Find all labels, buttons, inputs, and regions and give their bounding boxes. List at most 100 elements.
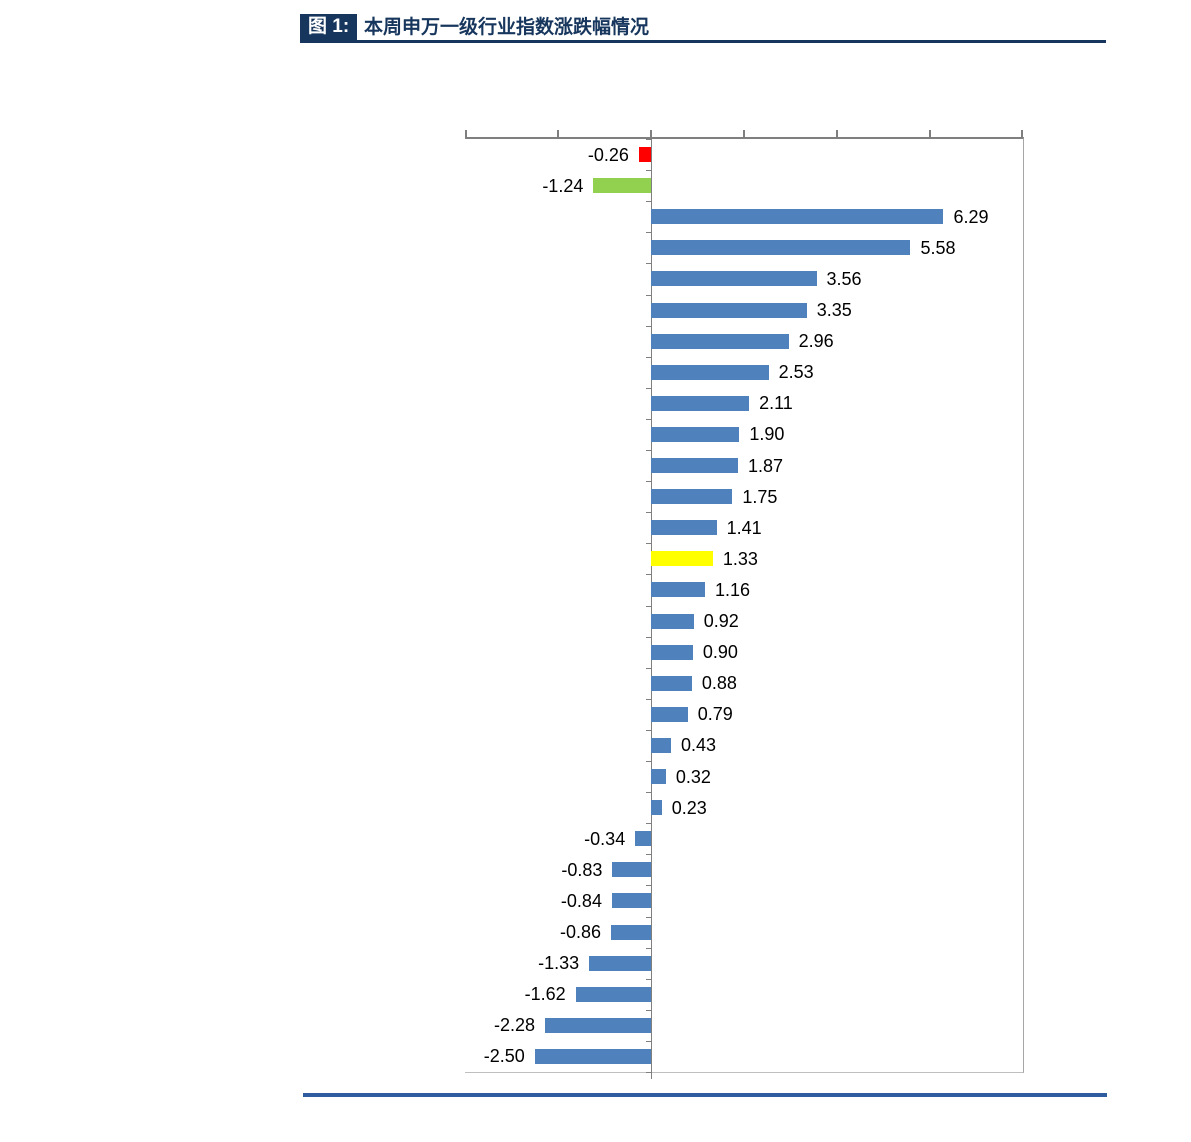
bar <box>651 364 769 380</box>
bar <box>651 737 671 753</box>
bar-value-label: 2.96 <box>798 331 834 352</box>
bar <box>651 489 733 505</box>
bar-value-label: -0.83 <box>561 859 603 880</box>
category-axis-tick <box>645 885 651 886</box>
bar <box>593 178 651 194</box>
bar <box>651 209 944 225</box>
bar-value-label: -1.24 <box>542 175 584 196</box>
category-axis-tick <box>645 419 651 420</box>
bar <box>651 271 817 287</box>
bar-value-label: 0.23 <box>671 797 707 818</box>
bar <box>651 240 911 256</box>
bar-value-label: 5.58 <box>920 237 956 258</box>
category-axis-line <box>650 139 652 1079</box>
bar-value-label: 2.11 <box>759 393 793 414</box>
bar <box>575 986 651 1002</box>
value-axis-tick <box>1021 130 1023 137</box>
bar-value-label: 0.43 <box>680 735 717 756</box>
category-axis-tick <box>645 201 651 202</box>
bar-value-label: -2.28 <box>493 1015 535 1036</box>
bar-value-label: 1.41 <box>726 517 762 538</box>
category-axis-tick <box>645 668 651 669</box>
footer-rule <box>303 1093 1107 1097</box>
bar <box>651 800 662 816</box>
bar-value-label: 3.56 <box>826 268 862 289</box>
plot-area: -0.26 -1.24 6.29 5.58 3.56 3.35 2.96 2.53 2.11 1.… <box>465 130 1024 1079</box>
category-axis-tick <box>645 979 651 980</box>
value-axis-tick <box>557 130 559 137</box>
bar <box>544 1017 651 1033</box>
bar <box>651 458 738 474</box>
bar <box>534 1048 651 1064</box>
bar-value-label: 0.90 <box>702 642 738 663</box>
bar-value-label: -0.84 <box>560 890 602 911</box>
bar-value-label: 1.87 <box>747 455 783 476</box>
category-axis-tick <box>645 326 651 327</box>
bar-value-label: 0.79 <box>697 704 733 725</box>
category-axis-tick <box>645 450 651 451</box>
bar-value-label: 1.16 <box>714 579 750 600</box>
category-axis-tick <box>645 948 651 949</box>
bar <box>589 955 651 971</box>
bar-value-label: 1.90 <box>749 424 785 445</box>
bar-value-label: -0.86 <box>559 922 602 943</box>
bar-value-label: -0.34 <box>584 828 626 849</box>
category-axis-tick <box>645 357 651 358</box>
bar-value-label: 6.29 <box>953 206 989 227</box>
bar <box>651 582 705 598</box>
category-axis-tick <box>645 232 651 233</box>
category-axis-tick <box>645 543 651 544</box>
category-axis-tick <box>645 606 651 607</box>
bar <box>651 613 694 629</box>
bar-value-label: -1.33 <box>538 953 580 974</box>
bar <box>651 302 807 318</box>
category-axis-tick <box>645 699 651 700</box>
category-axis-tick <box>645 854 651 855</box>
bar <box>611 924 651 940</box>
value-axis-tick <box>929 130 931 137</box>
category-axis-tick <box>645 761 651 762</box>
category-axis-tick <box>645 512 651 513</box>
category-axis-tick <box>645 1041 651 1042</box>
category-axis-tick <box>645 481 651 482</box>
category-axis-tick <box>645 792 651 793</box>
bar <box>651 395 750 411</box>
category-axis-tick <box>645 1072 651 1073</box>
bar-value-label: -0.26 <box>587 144 629 165</box>
bar <box>651 551 713 567</box>
bar-value-label: 0.92 <box>703 611 739 632</box>
value-axis-tick <box>743 130 745 137</box>
bar <box>635 831 651 847</box>
category-axis-tick <box>645 574 651 575</box>
bar <box>651 333 789 349</box>
bar-value-label: 2.53 <box>778 362 814 383</box>
title-underline <box>300 40 1106 43</box>
category-axis-tick <box>645 917 651 918</box>
bar <box>651 520 717 536</box>
bar <box>612 862 651 878</box>
bar <box>651 675 692 691</box>
bar <box>651 769 666 785</box>
bar-value-label: 1.33 <box>722 548 758 569</box>
bar-value-label: -1.62 <box>524 984 566 1005</box>
category-axis-tick <box>645 139 651 140</box>
category-axis-tick <box>645 263 651 264</box>
category-axis-tick <box>645 1010 651 1011</box>
category-axis-tick <box>645 823 651 824</box>
bar <box>651 426 740 442</box>
value-axis-tick <box>836 130 838 137</box>
bar <box>611 893 651 909</box>
bar-value-label: 0.32 <box>675 766 711 787</box>
figure-number-badge: 图 1: <box>300 14 358 41</box>
bar-value-label: 3.35 <box>816 300 852 321</box>
figure-title: 本周申万一级行业指数涨跌幅情况 <box>364 17 650 38</box>
category-axis-tick <box>645 637 651 638</box>
category-axis-tick <box>645 295 651 296</box>
bar <box>638 147 651 163</box>
value-axis-tick <box>465 130 467 137</box>
category-axis-tick <box>645 388 651 389</box>
category-axis-tick <box>645 170 651 171</box>
category-axis-tick <box>645 730 651 731</box>
bar-value-label: -2.50 <box>483 1046 525 1067</box>
